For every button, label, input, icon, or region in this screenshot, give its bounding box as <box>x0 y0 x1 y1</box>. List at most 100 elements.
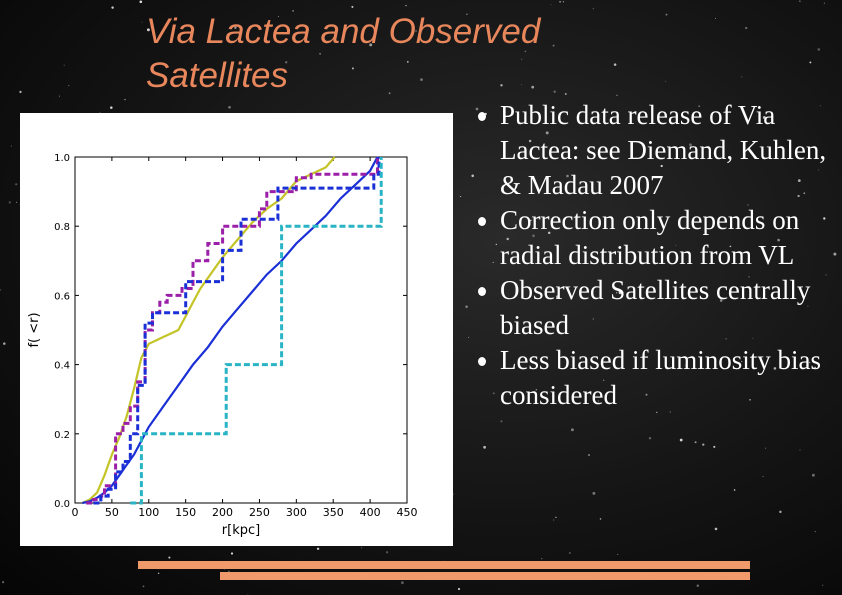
star <box>675 244 677 246</box>
x-tick-label: 350 <box>323 506 344 519</box>
chart-svg: 0 50 100 150 200 250 300 350 400 450 0.0 0.2 0.4 0.6 0… <box>27 153 418 538</box>
star <box>277 15 279 17</box>
star <box>592 8 594 10</box>
star <box>415 30 417 32</box>
star <box>752 337 754 339</box>
star <box>799 449 801 451</box>
star <box>665 13 668 16</box>
star <box>656 411 658 414</box>
y-tick-label: 1.0 <box>54 153 70 164</box>
star <box>110 106 113 109</box>
x-tick-label: 150 <box>175 506 196 519</box>
star <box>532 234 535 238</box>
star <box>111 6 114 9</box>
star <box>506 237 509 241</box>
star <box>719 299 723 302</box>
star <box>825 274 827 276</box>
slide-title: Via Lactea and Observed Satellites <box>146 12 541 95</box>
star <box>553 90 556 93</box>
star <box>779 510 782 514</box>
star <box>517 255 519 258</box>
star <box>0 289 1 291</box>
x-tick-label: 400 <box>360 506 381 519</box>
y-tick-label: 0.2 <box>54 430 70 441</box>
star <box>820 105 822 107</box>
bullet-text: Correction only depends on radial distri… <box>500 205 800 270</box>
star <box>500 84 503 87</box>
star <box>513 228 515 230</box>
bullet-item: Observed Satellites centrally biased <box>478 273 838 343</box>
star <box>698 105 700 107</box>
star <box>814 530 816 533</box>
x-tick-label: 300 <box>286 506 307 519</box>
star <box>714 527 718 531</box>
star <box>552 519 555 521</box>
star <box>361 547 363 549</box>
star <box>592 491 596 495</box>
cumulative-distribution-plot: 0 50 100 150 200 250 300 350 400 450 0.0 0.2 0.4 0.6 0… <box>20 113 453 546</box>
star <box>471 174 474 178</box>
bullet-dot-icon <box>478 357 486 366</box>
star <box>745 26 748 30</box>
star <box>465 305 468 308</box>
star <box>3 342 6 345</box>
star <box>823 217 826 220</box>
star <box>230 552 234 555</box>
star <box>547 231 551 235</box>
star <box>495 243 498 246</box>
series-line-0 <box>81 156 336 504</box>
star <box>524 50 527 53</box>
star <box>660 164 663 168</box>
star <box>725 338 727 340</box>
star <box>15 201 18 203</box>
star <box>617 553 619 555</box>
plot-frame <box>74 156 408 504</box>
x-tick-label: 100 <box>138 506 159 519</box>
bullet-text: Public data release of Via Lactea: see D… <box>500 100 827 200</box>
star <box>618 291 622 295</box>
star <box>809 61 812 64</box>
star <box>684 364 687 367</box>
x-axis-label: r[kpc] <box>222 523 260 538</box>
star <box>2 581 5 584</box>
x-tick-label: 250 <box>249 506 270 519</box>
star <box>592 318 594 320</box>
star <box>814 366 817 369</box>
star <box>762 476 764 477</box>
star <box>797 179 801 182</box>
star <box>773 367 777 370</box>
star <box>733 489 736 491</box>
star <box>564 92 567 96</box>
star <box>541 558 543 560</box>
star <box>385 551 389 554</box>
star <box>699 357 700 358</box>
star <box>696 584 700 588</box>
star <box>714 18 716 19</box>
star <box>457 587 461 591</box>
star <box>822 584 824 586</box>
star <box>797 194 800 198</box>
star <box>535 389 537 391</box>
star <box>467 336 470 338</box>
star <box>562 1 565 3</box>
star <box>648 437 652 440</box>
star <box>747 204 749 206</box>
bullet-list: Public data release of Via Lactea: see D… <box>478 98 838 413</box>
star <box>588 454 590 456</box>
star <box>19 90 22 94</box>
star <box>713 445 716 448</box>
y-tick-label: 0.8 <box>54 222 70 233</box>
star <box>530 219 532 222</box>
star <box>799 0 801 2</box>
star <box>521 84 523 86</box>
series-line-2 <box>86 157 379 505</box>
star <box>475 107 479 111</box>
star <box>246 73 248 75</box>
star <box>729 245 732 248</box>
star <box>492 392 495 395</box>
star <box>466 13 468 16</box>
star <box>388 92 391 95</box>
star <box>818 169 820 171</box>
star <box>406 60 409 63</box>
star <box>247 593 249 595</box>
